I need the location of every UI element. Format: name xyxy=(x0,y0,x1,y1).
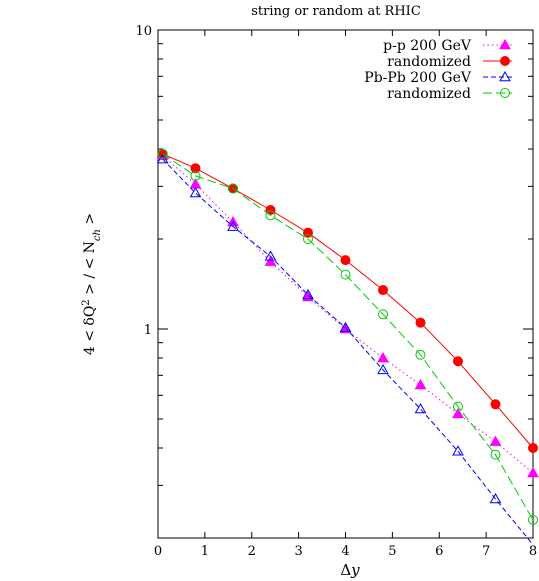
data-point xyxy=(228,183,238,194)
series-4 xyxy=(157,148,538,525)
x-tick-label: 3 xyxy=(294,544,302,559)
x-axis-label: Δy xyxy=(340,561,360,579)
x-tick-label: 1 xyxy=(201,544,209,559)
y-tick-label: 1 xyxy=(144,323,152,338)
data-point xyxy=(189,186,202,198)
x-axis-label-delta: Δ xyxy=(340,561,351,579)
legend-marker xyxy=(500,88,510,98)
data-point xyxy=(264,250,277,261)
series-layer xyxy=(156,148,539,546)
data-point xyxy=(528,442,538,453)
legend-marker xyxy=(499,38,511,50)
data-point xyxy=(190,170,201,181)
x-tick-label: 8 xyxy=(529,544,537,559)
data-point xyxy=(190,163,201,174)
series-2 xyxy=(157,148,538,453)
data-point xyxy=(157,148,168,159)
data-point xyxy=(490,449,501,460)
chart-title: string or random at RHIC xyxy=(251,4,421,19)
data-point xyxy=(415,349,426,360)
data-point xyxy=(378,309,388,320)
series-line xyxy=(162,153,534,521)
y-axis-label-mid: > / < N xyxy=(82,241,98,299)
data-point xyxy=(489,435,502,446)
data-point xyxy=(490,399,501,410)
data-point xyxy=(415,317,426,328)
data-point xyxy=(452,407,464,419)
series-line xyxy=(162,155,534,474)
legend-label: Pb-Pb 200 GeV xyxy=(364,70,472,86)
x-axis-label-var: y xyxy=(350,561,360,579)
legend-label: randomized xyxy=(387,86,471,102)
legend-label: randomized xyxy=(387,54,471,70)
axis-ticks: 0 1 2 3 4 5 6 7 8 1 10 xyxy=(135,24,537,559)
data-point xyxy=(264,255,277,266)
y-axis-label-main: 4 < δQ xyxy=(82,306,98,355)
x-tick-label: 7 xyxy=(482,544,490,559)
plot-frame xyxy=(157,29,534,539)
y-axis-label-sup: 2 xyxy=(81,299,92,305)
data-point xyxy=(340,269,351,280)
data-point xyxy=(377,363,389,375)
data-point xyxy=(528,514,538,525)
legend-marker xyxy=(500,56,510,66)
data-point xyxy=(303,233,313,244)
x-tick-label: 6 xyxy=(435,544,443,559)
data-point xyxy=(414,378,427,390)
y-axis-label-sub: ch xyxy=(92,229,103,241)
data-point xyxy=(452,445,464,456)
x-tick-label: 0 xyxy=(154,544,162,559)
data-point xyxy=(340,255,351,266)
data-point xyxy=(453,356,463,367)
x-tick-label: 5 xyxy=(388,544,396,559)
data-point xyxy=(156,153,169,164)
series-line xyxy=(162,153,534,449)
data-point xyxy=(339,321,352,332)
x-tick-label: 2 xyxy=(248,544,256,559)
series-line xyxy=(162,158,534,546)
data-point xyxy=(265,205,276,216)
data-point xyxy=(489,493,502,504)
data-point xyxy=(377,351,389,363)
data-point xyxy=(227,220,239,231)
data-point xyxy=(302,288,314,300)
y-axis-label: 4 < δQ2 > / < Nch > xyxy=(81,213,103,355)
data-point xyxy=(378,285,388,296)
legend-label: p-p 200 GeV xyxy=(383,38,472,54)
y-axis-label-end: > xyxy=(82,213,98,229)
legend-marker xyxy=(499,70,511,82)
data-point xyxy=(414,403,427,414)
series-1 xyxy=(156,149,539,478)
y-tick-label: 10 xyxy=(135,24,152,39)
series-3 xyxy=(156,153,534,546)
data-point xyxy=(265,210,276,221)
x-tick-label: 4 xyxy=(341,544,349,559)
data-point xyxy=(453,401,463,412)
data-point xyxy=(527,466,539,478)
